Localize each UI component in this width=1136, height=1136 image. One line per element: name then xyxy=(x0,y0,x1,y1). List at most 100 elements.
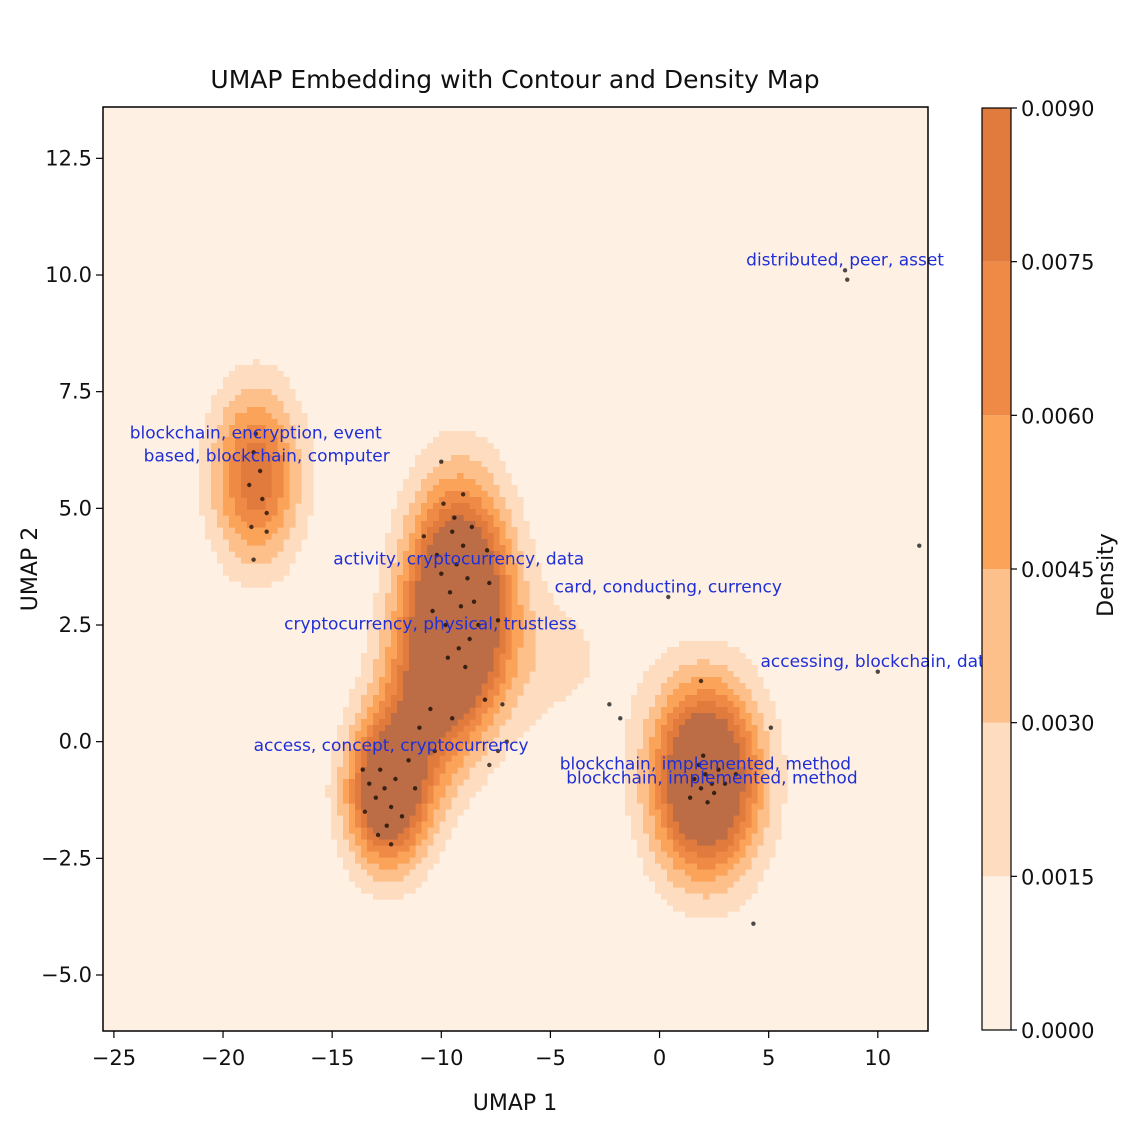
density-cell xyxy=(499,689,506,696)
density-cell xyxy=(493,743,500,750)
density-cell xyxy=(559,629,566,636)
density-cell xyxy=(769,737,776,744)
density-cell xyxy=(685,773,692,780)
density-cell xyxy=(385,533,392,540)
density-cell xyxy=(649,707,656,714)
density-cell xyxy=(235,539,242,546)
density-cell xyxy=(655,659,662,666)
density-cell xyxy=(679,659,686,666)
density-cell xyxy=(703,689,710,696)
density-cell xyxy=(235,407,242,414)
density-cell xyxy=(487,575,494,582)
density-cell xyxy=(691,695,698,702)
density-cell xyxy=(679,833,686,840)
density-cell xyxy=(673,773,680,780)
density-cell xyxy=(505,569,512,576)
density-cell xyxy=(451,761,458,768)
density-cell xyxy=(475,641,482,648)
point-16 xyxy=(430,608,435,614)
density-cell xyxy=(397,737,404,744)
density-cell xyxy=(721,647,728,654)
density-cell xyxy=(433,791,440,798)
density-cell xyxy=(427,845,434,852)
density-cell xyxy=(697,707,704,714)
density-cell xyxy=(703,899,710,906)
density-cell xyxy=(439,599,446,606)
density-cell xyxy=(415,479,422,486)
density-cell xyxy=(247,383,254,390)
density-cell xyxy=(457,557,464,564)
density-cell xyxy=(661,869,668,876)
density-cell xyxy=(727,899,734,906)
density-cell xyxy=(463,485,470,492)
density-cell xyxy=(517,533,524,540)
x-tick-label: −5 xyxy=(535,1046,566,1070)
density-cell xyxy=(499,713,506,720)
density-cell xyxy=(397,785,404,792)
density-cell xyxy=(745,809,752,816)
density-cell xyxy=(439,437,446,444)
density-cell xyxy=(739,851,746,858)
density-cell xyxy=(679,845,686,852)
density-cell xyxy=(277,437,284,444)
density-cell xyxy=(739,827,746,834)
density-cell xyxy=(445,791,452,798)
density-cell xyxy=(691,683,698,690)
density-cell xyxy=(409,725,416,732)
density-cell xyxy=(397,779,404,786)
density-cell xyxy=(493,557,500,564)
density-cell xyxy=(733,647,740,654)
density-cell xyxy=(679,785,686,792)
density-cell xyxy=(685,677,692,684)
density-cell xyxy=(397,557,404,564)
density-cell xyxy=(775,719,782,726)
density-cell xyxy=(277,545,284,552)
density-cell xyxy=(697,797,704,804)
density-cell xyxy=(403,833,410,840)
density-cell xyxy=(691,905,698,912)
density-cell xyxy=(685,875,692,882)
density-cell xyxy=(379,581,386,588)
density-cell xyxy=(265,413,272,420)
density-cell xyxy=(415,839,422,846)
density-cell xyxy=(373,791,380,798)
density-cell xyxy=(403,665,410,672)
density-cell xyxy=(223,533,230,540)
density-cell xyxy=(427,593,434,600)
density-cell xyxy=(751,821,758,828)
density-cell xyxy=(517,521,524,528)
density-cell xyxy=(709,911,716,918)
density-cell xyxy=(547,629,554,636)
density-cell xyxy=(241,551,248,558)
density-cell xyxy=(715,797,722,804)
density-cell xyxy=(679,839,686,846)
density-cell xyxy=(637,821,644,828)
density-cell xyxy=(385,749,392,756)
density-cell xyxy=(715,743,722,750)
density-cell xyxy=(205,509,212,516)
density-cell xyxy=(427,443,434,450)
density-cell xyxy=(493,683,500,690)
density-cell xyxy=(211,473,218,480)
density-cell xyxy=(457,467,464,474)
density-cell xyxy=(697,851,704,858)
density-cell xyxy=(439,815,446,822)
density-cell xyxy=(649,755,656,762)
density-cell xyxy=(283,413,290,420)
density-cell xyxy=(259,365,266,372)
density-cell xyxy=(745,851,752,858)
density-cell xyxy=(271,455,278,462)
density-cell xyxy=(457,629,464,636)
density-cell xyxy=(763,839,770,846)
density-cell xyxy=(463,797,470,804)
density-cell xyxy=(397,515,404,522)
density-cell xyxy=(739,869,746,876)
density-cell xyxy=(553,647,560,654)
density-cell xyxy=(301,467,308,474)
density-cell xyxy=(367,743,374,750)
density-cell xyxy=(463,491,470,498)
density-cell xyxy=(667,845,674,852)
density-cell xyxy=(331,833,338,840)
density-cell xyxy=(529,581,536,588)
density-cell xyxy=(763,857,770,864)
